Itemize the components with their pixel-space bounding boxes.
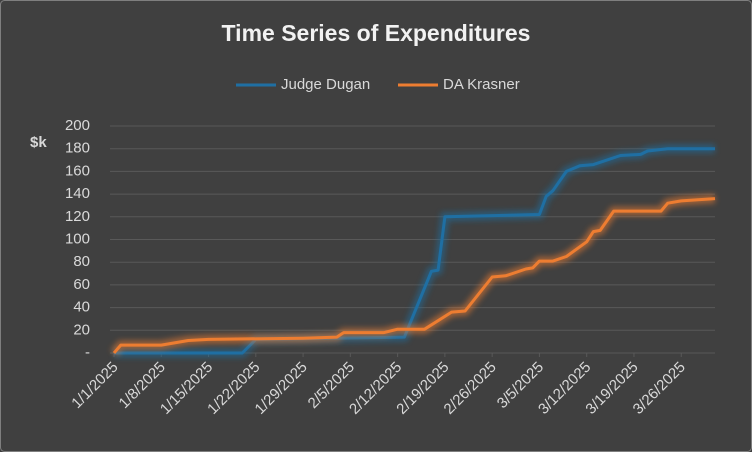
y-tick-label: 80 <box>73 253 90 270</box>
y-tick-label: 60 <box>73 276 90 293</box>
series-line <box>112 197 716 354</box>
y-tick-label: - <box>85 344 90 361</box>
y-tick-label: 20 <box>73 321 90 338</box>
y-tick-label: 140 <box>65 185 90 202</box>
y-axis-label: $k <box>30 134 47 151</box>
legend-label: DA Krasner <box>443 76 520 93</box>
y-tick-label: 160 <box>65 162 90 179</box>
y-tick-label: 120 <box>65 208 90 225</box>
y-tick-label: 40 <box>73 299 90 316</box>
series-line <box>114 147 715 355</box>
y-tick-label: 180 <box>65 140 90 157</box>
y-tick-label: 100 <box>65 230 90 247</box>
chart-title: Time Series of Expenditures <box>222 20 531 46</box>
y-tick-label: 200 <box>65 117 90 134</box>
legend-label: Judge Dugan <box>281 76 370 93</box>
